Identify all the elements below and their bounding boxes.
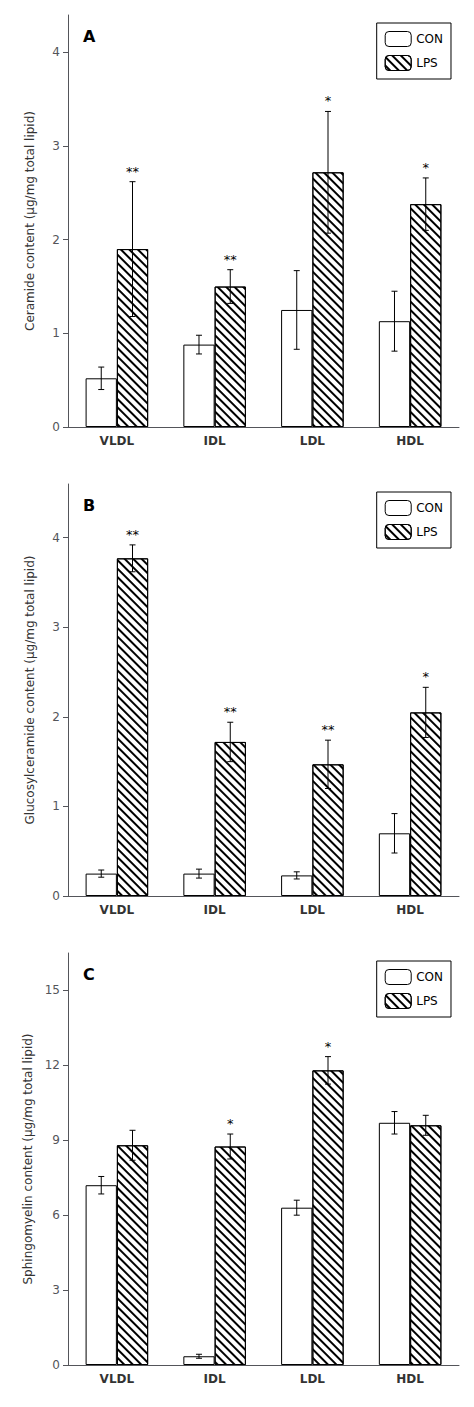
svg-text:*: * [325, 93, 332, 108]
svg-text:0: 0 [52, 420, 60, 434]
svg-text:LDL: LDL [300, 1372, 326, 1386]
svg-text:Ceramide content (μg/mg total: Ceramide content (μg/mg total lipid) [23, 111, 37, 331]
svg-text:IDL: IDL [204, 903, 226, 917]
svg-text:3: 3 [52, 1283, 60, 1297]
svg-text:3: 3 [52, 139, 60, 153]
svg-text:LDL: LDL [300, 903, 326, 917]
svg-text:CON: CON [416, 501, 443, 515]
svg-text:*: * [227, 1116, 234, 1131]
svg-text:LDL: LDL [300, 434, 326, 448]
svg-text:1: 1 [52, 799, 60, 813]
svg-text:0: 0 [52, 1358, 60, 1372]
svg-text:IDL: IDL [204, 434, 226, 448]
svg-text:4: 4 [52, 45, 60, 59]
svg-text:1: 1 [52, 326, 60, 340]
svg-text:**: ** [126, 527, 140, 542]
svg-text:A: A [83, 27, 96, 46]
svg-text:B: B [83, 496, 95, 515]
svg-text:HDL: HDL [396, 1372, 424, 1386]
svg-text:2: 2 [52, 233, 60, 247]
svg-text:VLDL: VLDL [100, 903, 135, 917]
svg-text:6: 6 [52, 1208, 60, 1222]
svg-text:**: ** [322, 722, 336, 737]
svg-text:15: 15 [45, 983, 60, 997]
svg-text:VLDL: VLDL [100, 434, 135, 448]
svg-text:HDL: HDL [396, 434, 424, 448]
svg-text:4: 4 [52, 531, 60, 545]
svg-text:*: * [423, 669, 430, 684]
svg-text:Sphingomyelin content (μg/mg t: Sphingomyelin content (μg/mg total lipid… [21, 1033, 35, 1284]
svg-text:*: * [423, 160, 430, 175]
svg-text:3: 3 [52, 620, 60, 634]
svg-text:CON: CON [416, 32, 443, 46]
svg-text:Glucosylceramide content (μg/m: Glucosylceramide content (μg/mg total li… [23, 556, 37, 825]
svg-text:IDL: IDL [204, 1372, 226, 1386]
svg-text:**: ** [126, 164, 140, 179]
svg-text:LPS: LPS [416, 525, 438, 539]
svg-text:**: ** [224, 704, 238, 719]
svg-text:0: 0 [52, 889, 60, 903]
svg-text:LPS: LPS [416, 56, 438, 70]
svg-text:9: 9 [52, 1133, 60, 1147]
svg-text:*: * [325, 1039, 332, 1054]
svg-text:12: 12 [45, 1058, 60, 1072]
svg-text:C: C [83, 965, 95, 984]
svg-text:HDL: HDL [396, 903, 424, 917]
svg-text:LPS: LPS [416, 994, 438, 1008]
svg-text:2: 2 [52, 710, 60, 724]
svg-text:VLDL: VLDL [100, 1372, 135, 1386]
svg-text:**: ** [224, 252, 238, 267]
svg-text:CON: CON [416, 970, 443, 984]
